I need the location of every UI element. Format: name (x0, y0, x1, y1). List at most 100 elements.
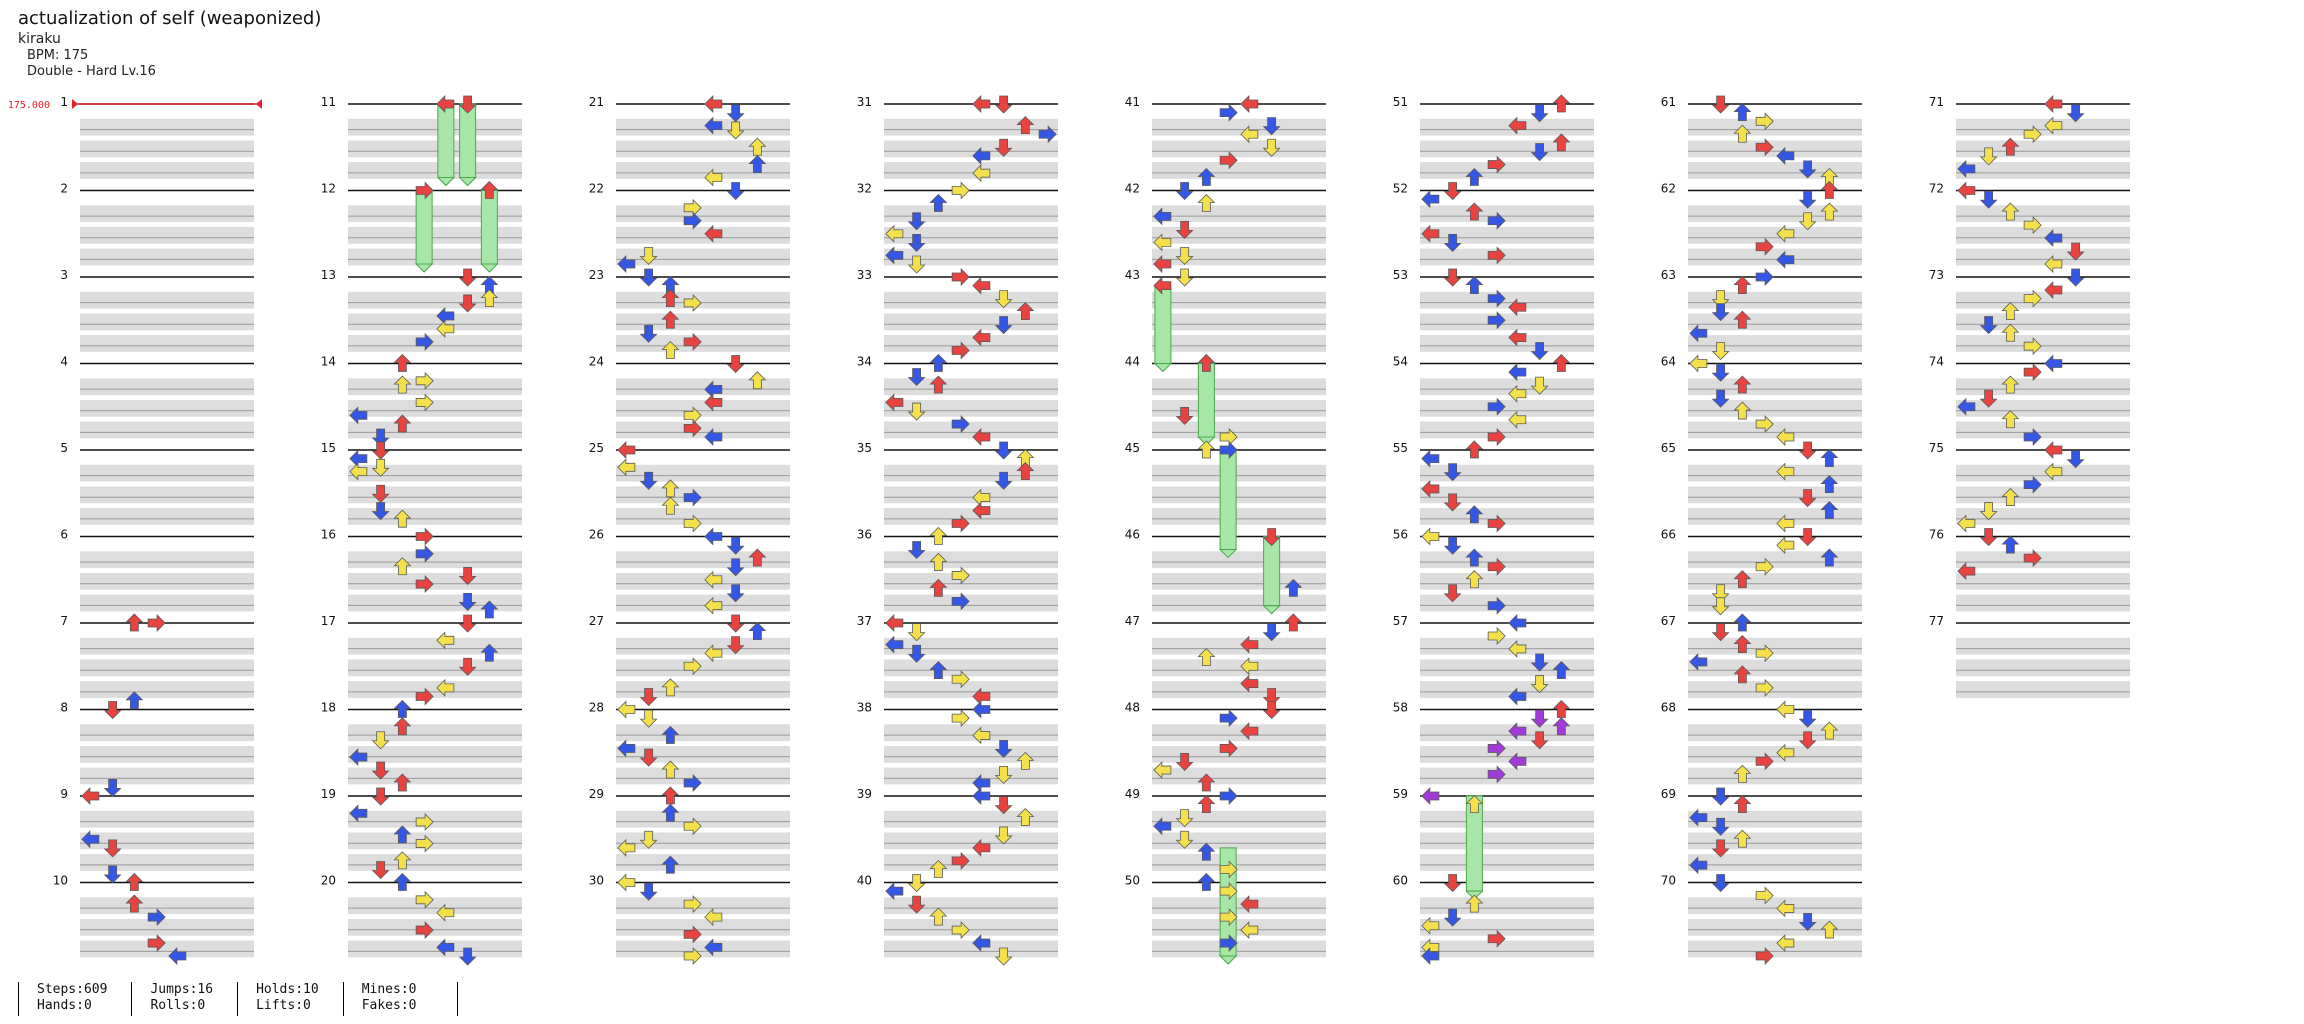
arrow-shape (1798, 528, 1817, 547)
arrow-shape (2044, 116, 2063, 135)
arrow-up-icon (1820, 548, 1839, 567)
arrow-shape (1508, 298, 1527, 317)
arrow-left-icon (704, 95, 723, 113)
arrow-down-icon (1530, 653, 1549, 672)
arrow-shape (2066, 104, 2085, 123)
measure-number: 70 (1661, 874, 1676, 888)
arrow-shape (972, 164, 991, 183)
arrow-down-icon (371, 484, 390, 503)
arrow-shape (1552, 94, 1571, 113)
arrow-shape (661, 855, 680, 874)
beat-band (1420, 313, 1594, 331)
beat-band (348, 832, 522, 850)
beat-band (1152, 681, 1326, 698)
beat-band (348, 140, 522, 158)
arrow-shape (1733, 665, 1752, 684)
arrow-left-icon (1421, 947, 1440, 965)
arrow-up-icon (1197, 440, 1216, 459)
arrow-shape (2044, 229, 2063, 248)
beat-band (1956, 291, 2130, 309)
arrow-shape (951, 341, 970, 360)
arrow-shape (1153, 233, 1172, 252)
arrow-down-icon (1262, 528, 1281, 547)
beat-band (1152, 378, 1326, 396)
measure-number: 19 (321, 787, 336, 801)
beat-band (1688, 486, 1862, 504)
arrow-shape (1197, 648, 1216, 666)
measure-number: 67 (1661, 614, 1676, 628)
measure-number: 71 (1929, 95, 1944, 109)
arrow-up-icon (1552, 133, 1571, 152)
arrow-shape (1957, 514, 1976, 533)
arrow-up-icon (480, 180, 499, 199)
beat-band (616, 810, 790, 828)
arrow-left-icon (1776, 428, 1795, 446)
beat-band (616, 594, 790, 612)
arrow-shape (415, 890, 434, 909)
measure-number: 43 (1125, 268, 1140, 282)
arrow-down-icon (994, 138, 1013, 157)
arrow-down-icon (1530, 376, 1549, 395)
arrow-shape (371, 502, 390, 521)
beat-band (1956, 140, 2130, 158)
arrow-down-icon (458, 268, 477, 287)
beat-band (1420, 940, 1594, 958)
beat-band (1152, 162, 1326, 179)
arrow-shape (1508, 752, 1527, 771)
beat-band (1688, 421, 1862, 439)
arrow-shape (1240, 921, 1259, 940)
arrow-down-icon (1530, 709, 1549, 728)
arrow-shape (415, 332, 434, 351)
arrow-shape (885, 882, 904, 901)
arrow-shape (704, 527, 723, 546)
beat-band (348, 854, 522, 871)
arrow-shape (1733, 124, 1752, 143)
arrow-down-icon (994, 826, 1013, 845)
arrow-right-icon (2023, 475, 2042, 494)
arrow-right-icon (1487, 765, 1506, 784)
arrow-left-icon (81, 787, 100, 805)
measure-number: 5 (60, 441, 68, 455)
measure-number: 13 (321, 268, 336, 282)
arrow-shape (1016, 808, 1035, 827)
beat-band (1688, 572, 1862, 590)
beat-band (616, 508, 790, 525)
arrow-shape (1197, 773, 1216, 792)
arrow-right-icon (683, 514, 702, 533)
arrow-up-icon (1820, 920, 1839, 939)
arrow-shape (103, 865, 122, 884)
arrow-shape (951, 566, 970, 585)
arrow-shape (1957, 159, 1976, 178)
arrow-shape (972, 328, 991, 347)
arrow-shape (907, 212, 926, 231)
arrow-shape (907, 402, 926, 421)
arrow-shape (972, 146, 991, 165)
arrow-left-icon (885, 882, 904, 901)
arrow-up-icon (929, 859, 948, 878)
arrow-shape (1957, 397, 1976, 416)
arrow-shape (1689, 808, 1708, 827)
measure-number: 1 (60, 95, 68, 109)
arrow-shape (1284, 613, 1303, 632)
beat-band (1420, 572, 1594, 590)
arrow-right-icon (1219, 739, 1238, 758)
arrow-up-icon (1284, 613, 1303, 632)
arrow-shape (1421, 787, 1440, 805)
beat-band (1956, 508, 2130, 525)
beat-band (348, 464, 522, 482)
arrow-shape (726, 182, 745, 201)
arrow-down-icon (1711, 787, 1730, 806)
arrow-right-icon (951, 415, 970, 434)
arrow-right-icon (683, 211, 702, 230)
arrow-right-icon (1219, 908, 1238, 927)
beat-band (616, 248, 790, 266)
beat-band (348, 421, 522, 439)
arrow-up-icon (1465, 440, 1484, 459)
arrow-right-icon (1219, 787, 1238, 805)
beat-band (348, 637, 522, 655)
arrow-up-icon (661, 289, 680, 308)
arrow-shape (907, 368, 926, 387)
measure-number: 68 (1661, 701, 1676, 715)
measure-number: 10 (53, 874, 68, 888)
arrow-down-icon (1443, 233, 1462, 252)
